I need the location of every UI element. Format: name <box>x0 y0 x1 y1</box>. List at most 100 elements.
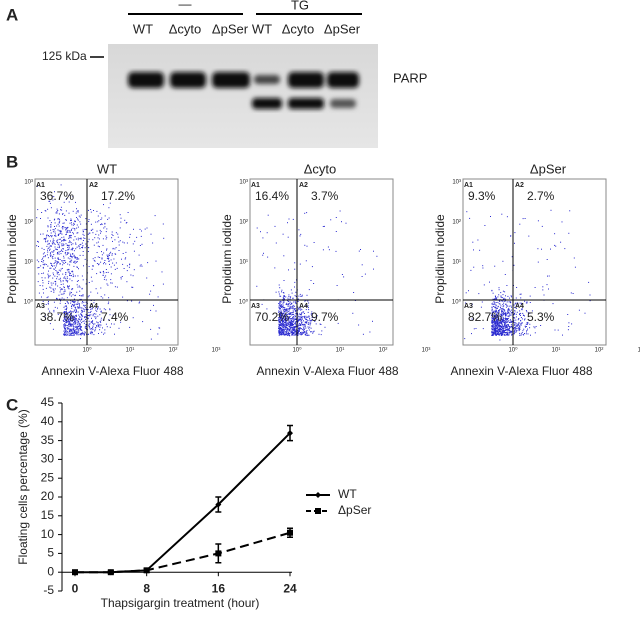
event-dot <box>322 249 324 251</box>
event-dot <box>274 267 276 269</box>
event-dot <box>495 309 497 311</box>
event-dot <box>65 318 67 320</box>
event-dot <box>519 223 521 225</box>
event-dot <box>63 320 65 322</box>
event-dot <box>501 322 503 324</box>
event-dot <box>300 307 302 309</box>
event-dot <box>65 231 67 233</box>
event-dot <box>494 320 496 322</box>
event-dot <box>298 324 300 326</box>
event-dot <box>72 224 74 226</box>
event-dot <box>278 305 280 307</box>
event-dot <box>503 302 505 304</box>
event-dot <box>495 334 497 336</box>
event-dot <box>36 245 38 247</box>
event-dot <box>93 265 94 267</box>
event-dot <box>494 325 495 327</box>
event-dot <box>41 212 43 213</box>
event-dot <box>502 260 504 262</box>
event-dot <box>297 320 299 322</box>
event-dot <box>81 275 83 277</box>
legend-marker <box>315 492 321 498</box>
event-dot <box>72 210 74 212</box>
event-dot <box>65 243 67 245</box>
event-dot <box>71 332 73 334</box>
event-dot <box>497 322 499 324</box>
event-dot <box>300 315 302 317</box>
event-dot <box>77 232 79 234</box>
event-dot <box>88 247 89 249</box>
event-dot <box>111 253 113 255</box>
event-dot <box>57 246 59 248</box>
event-dot <box>162 223 164 225</box>
event-dot <box>59 287 61 289</box>
event-dot <box>298 315 300 317</box>
event-dot <box>281 330 283 332</box>
event-dot <box>492 317 494 319</box>
event-dot <box>307 307 309 309</box>
panel-label: B <box>6 152 18 171</box>
event-dot <box>94 260 96 262</box>
event-dot <box>514 306 516 308</box>
event-dot <box>497 306 499 308</box>
event-dot <box>308 334 310 336</box>
event-dot <box>341 274 343 275</box>
event-dot <box>77 237 79 239</box>
event-dot <box>306 212 308 214</box>
event-dot <box>73 330 75 332</box>
event-dot <box>80 295 82 297</box>
event-dot <box>495 331 497 333</box>
event-dot <box>504 317 506 319</box>
event-dot <box>69 241 71 243</box>
event-dot <box>60 253 62 255</box>
event-dot <box>84 331 86 333</box>
event-dot <box>59 277 61 279</box>
event-dot <box>502 320 504 321</box>
event-dot <box>507 308 509 310</box>
event-dot <box>142 321 144 323</box>
event-dot <box>520 312 522 314</box>
event-dot <box>299 327 301 328</box>
event-dot <box>506 328 508 330</box>
event-dot <box>80 334 82 336</box>
event-dot <box>295 296 297 297</box>
event-dot <box>75 312 76 313</box>
event-dot <box>63 239 64 241</box>
event-dot <box>498 324 499 326</box>
event-dot <box>158 327 160 329</box>
event-dot <box>291 303 293 305</box>
event-dot <box>123 242 125 244</box>
event-dot <box>64 276 66 278</box>
event-dot <box>495 305 497 307</box>
event-dot <box>304 325 306 327</box>
event-dot <box>62 213 63 215</box>
event-dot <box>63 255 65 257</box>
event-dot <box>278 306 280 308</box>
event-dot <box>89 333 91 335</box>
event-dot <box>297 309 299 311</box>
event-dot <box>299 313 301 315</box>
event-dot <box>506 334 508 336</box>
event-dot <box>288 300 289 302</box>
event-dot <box>514 242 515 244</box>
event-dot <box>88 238 90 240</box>
event-dot <box>76 327 78 329</box>
event-dot <box>285 321 287 323</box>
event-dot <box>91 333 93 335</box>
event-dot <box>286 314 288 315</box>
event-dot <box>113 264 115 266</box>
event-dot <box>286 308 288 310</box>
event-dot <box>122 253 124 254</box>
event-dot <box>82 331 84 333</box>
event-dot <box>89 232 91 234</box>
event-dot <box>67 316 69 318</box>
band <box>288 72 324 88</box>
event-dot <box>68 271 70 273</box>
event-dot <box>60 281 62 283</box>
event-dot <box>282 332 284 333</box>
event-dot <box>550 248 551 250</box>
event-dot <box>62 245 64 247</box>
event-dot <box>293 323 295 325</box>
event-dot <box>74 318 76 320</box>
event-dot <box>52 282 54 284</box>
